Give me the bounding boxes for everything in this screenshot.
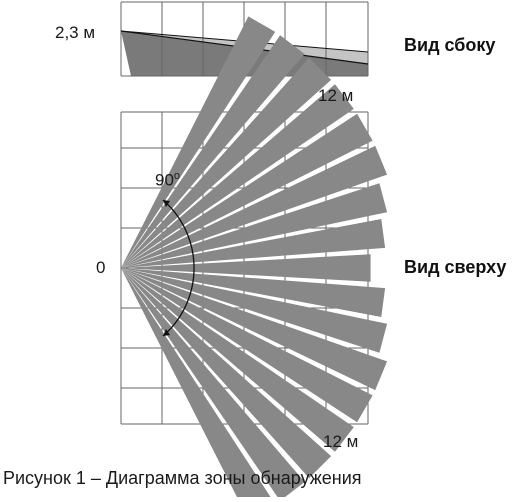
side-view-height-label: 2,3 м — [55, 23, 96, 42]
detection-beam — [121, 268, 388, 391]
detection-beam — [121, 268, 305, 501]
angle-unit: o — [173, 170, 181, 182]
detection-beam — [121, 35, 305, 269]
detection-beam — [121, 219, 386, 268]
detection-beam — [121, 268, 354, 452]
top-view-panel — [120, 16, 388, 502]
detection-beam — [121, 113, 373, 268]
detection-beam — [121, 183, 388, 268]
angle-arc — [162, 199, 195, 337]
detection-beam — [121, 268, 373, 423]
top-view-title: Вид сверху — [404, 257, 507, 277]
side-view-title: Вид сбоку — [404, 35, 496, 55]
detection-beam — [121, 16, 276, 269]
detection-beam — [121, 145, 388, 268]
angle-arrow-bottom — [163, 329, 170, 336]
top-view-distance-label: 12 м — [323, 432, 359, 451]
detection-beam — [121, 57, 332, 269]
detection-beam — [121, 268, 386, 317]
detection-beam — [121, 84, 354, 268]
origin-label: 0 — [96, 258, 106, 277]
detection-beam — [121, 268, 388, 353]
detection-beams — [121, 16, 388, 502]
angle-value: 90 — [155, 170, 174, 190]
side-view-distance-label: 12 м — [318, 86, 354, 105]
detection-beam — [121, 268, 274, 502]
detection-beam — [121, 268, 332, 479]
detection-beam — [121, 254, 371, 282]
figure-caption: Рисунок 1 – Диаграмма зоны обнаружения — [3, 468, 362, 488]
angle-label: 90o — [155, 170, 180, 191]
angle-arrow-top — [163, 200, 170, 207]
